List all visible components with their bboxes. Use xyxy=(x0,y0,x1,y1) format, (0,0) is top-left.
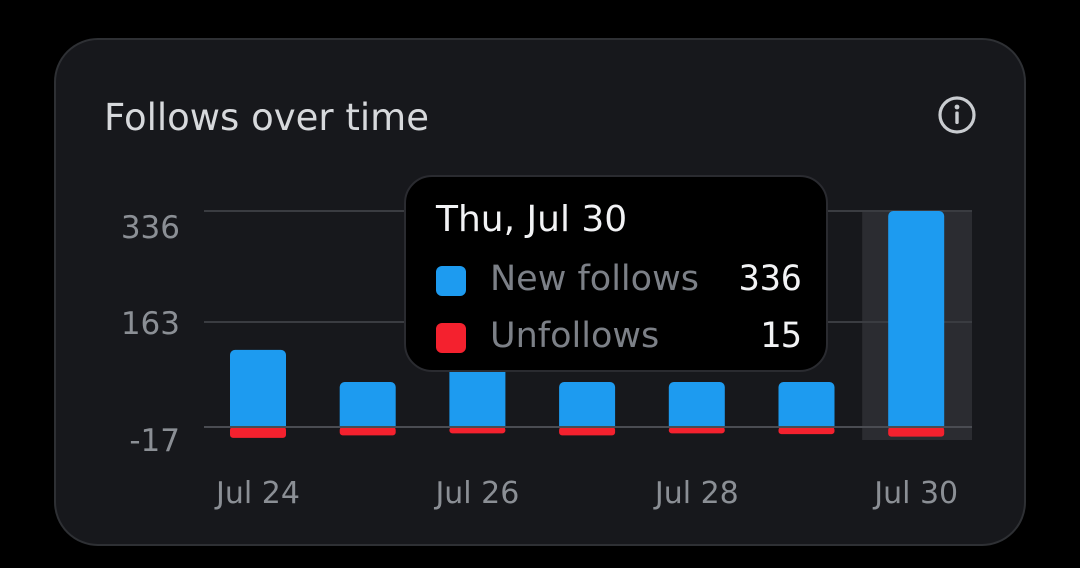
y-tick-label: 163 xyxy=(121,306,180,342)
tooltip-value: 15 xyxy=(759,316,802,356)
x-tick-label: Jul 28 xyxy=(653,476,739,511)
unfollows-bar xyxy=(339,427,396,436)
card-title: Follows over time xyxy=(104,96,429,139)
new-follows-bar xyxy=(668,382,725,431)
tooltip-row-new-follows: New follows 336 xyxy=(436,259,802,303)
tooltip-value: 336 xyxy=(738,259,802,299)
unfollows-bar xyxy=(230,427,286,438)
chart-tooltip: Thu, Jul 30 New follows 336 Unfollows 15 xyxy=(404,175,828,372)
new-follows-bar xyxy=(888,211,945,431)
new-follows-bar xyxy=(778,382,835,431)
new-follows-bar xyxy=(230,349,286,431)
y-tick-label: 336 xyxy=(121,210,180,246)
unfollows-bar xyxy=(888,427,945,437)
new-follows-bar xyxy=(559,382,616,431)
x-tick-label: Jul 30 xyxy=(872,476,958,511)
new-follows-bar xyxy=(339,382,396,431)
x-tick-label: Jul 26 xyxy=(433,476,519,511)
new-follows-bar xyxy=(449,354,506,431)
tooltip-label: Unfollows xyxy=(490,316,660,356)
new-follows-swatch xyxy=(436,266,466,296)
info-icon[interactable] xyxy=(937,95,977,135)
x-tick-label: Jul 24 xyxy=(214,476,300,511)
unfollows-bar xyxy=(778,427,835,435)
unfollows-swatch xyxy=(436,323,466,353)
unfollows-bar xyxy=(449,427,506,434)
tooltip-row-unfollows: Unfollows 15 xyxy=(436,316,802,360)
unfollows-bar xyxy=(559,427,616,436)
tooltip-label: New follows xyxy=(490,259,699,299)
tooltip-date: Thu, Jul 30 xyxy=(436,199,628,240)
unfollows-bar xyxy=(668,427,725,434)
y-tick-label: -17 xyxy=(129,423,180,459)
